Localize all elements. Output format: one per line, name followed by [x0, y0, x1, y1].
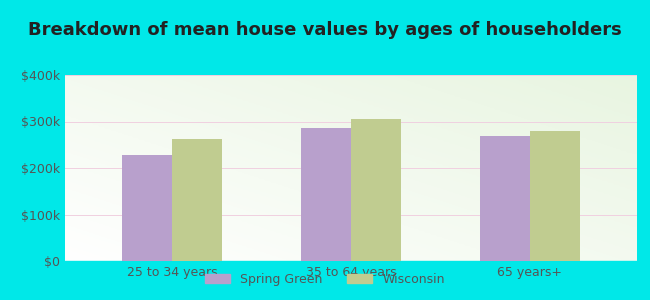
Bar	[301, 128, 351, 261]
Bar	[122, 155, 172, 261]
Legend: Spring Green, Wisconsin: Spring Green, Wisconsin	[200, 268, 450, 291]
Bar	[480, 136, 530, 261]
Bar	[530, 131, 580, 261]
Bar	[172, 139, 222, 261]
Bar	[351, 119, 401, 261]
Text: Breakdown of mean house values by ages of householders: Breakdown of mean house values by ages o…	[28, 21, 622, 39]
